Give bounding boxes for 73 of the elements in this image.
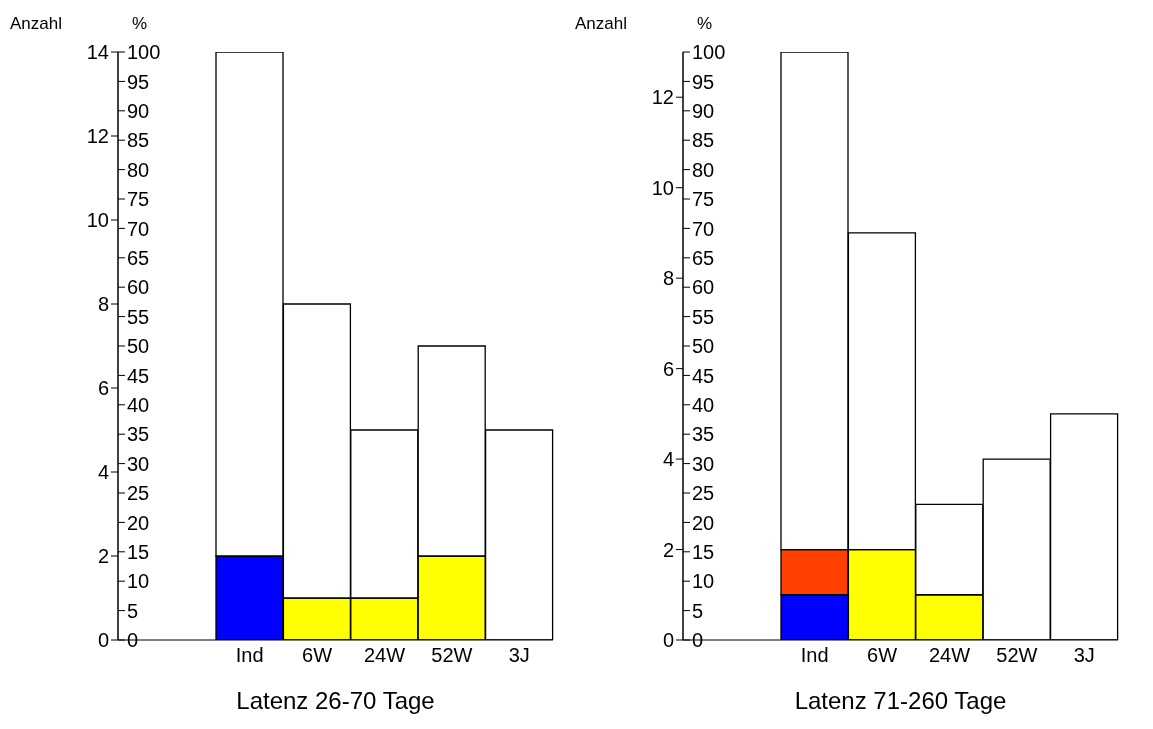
y2-tick-label: 50 bbox=[127, 335, 150, 358]
y-tick-label: 8 bbox=[97, 293, 109, 316]
y2-tick-label: 5 bbox=[127, 599, 139, 622]
x-axis-title: Latenz 26-70 Tage bbox=[236, 687, 435, 714]
y2-tick-label: 50 bbox=[692, 335, 715, 358]
y2-tick-label: 30 bbox=[692, 452, 715, 475]
y2-tick-label: 45 bbox=[127, 364, 150, 387]
x-tick-label: 24W bbox=[363, 644, 406, 667]
x-tick-label: 3J bbox=[1073, 644, 1095, 667]
y-tick-label: 4 bbox=[97, 461, 109, 484]
x-tick-label: 24W bbox=[928, 644, 971, 667]
y2-tick-label: 60 bbox=[692, 276, 715, 299]
y-tick-label: 10 bbox=[86, 209, 109, 232]
y2-tick-label: 70 bbox=[692, 217, 715, 240]
y-tick-label: 6 bbox=[662, 357, 674, 380]
y2-tick-label: 55 bbox=[127, 305, 150, 328]
y2-tick-label: 90 bbox=[692, 99, 715, 122]
y2-tick-label: 25 bbox=[127, 482, 150, 505]
y-tick-label: 6 bbox=[97, 377, 109, 400]
x-tick-label: 6W bbox=[302, 644, 333, 667]
y2-tick-label: 35 bbox=[692, 423, 715, 446]
y-tick-label: 0 bbox=[97, 629, 109, 652]
x-tick-label: Ind bbox=[800, 644, 829, 667]
y2-axis-title: % bbox=[697, 14, 713, 34]
y2-tick-label: 25 bbox=[692, 482, 715, 505]
y2-tick-label: 20 bbox=[127, 511, 150, 534]
y2-tick-label: 70 bbox=[127, 217, 150, 240]
y2-tick-label: 0 bbox=[692, 629, 704, 652]
y-axis-title: Anzahl bbox=[575, 14, 627, 34]
y2-tick-label: 10 bbox=[127, 570, 150, 593]
x-tick-label: Ind bbox=[235, 644, 264, 667]
y-axis-title: Anzahl bbox=[10, 14, 62, 34]
y2-tick-label: 40 bbox=[127, 393, 150, 416]
y2-axis-title: % bbox=[132, 14, 148, 34]
y2-tick-label: 90 bbox=[127, 99, 150, 122]
y-tick-label: 2 bbox=[662, 538, 674, 561]
y2-tick-label: 0 bbox=[127, 629, 139, 652]
y2-tick-label: 5 bbox=[692, 599, 704, 622]
y2-tick-label: 35 bbox=[127, 423, 150, 446]
y2-tick-label: 100 bbox=[692, 41, 726, 64]
y2-tick-label: 80 bbox=[127, 158, 150, 181]
y2-tick-label: 95 bbox=[127, 70, 150, 93]
y2-tick-label: 55 bbox=[692, 305, 715, 328]
x-axis-title: Latenz 71-260 Tage bbox=[794, 687, 1007, 714]
x-tick-label: 52W bbox=[996, 644, 1038, 667]
y2-tick-label: 85 bbox=[127, 129, 150, 152]
y-tick-label: 8 bbox=[662, 267, 674, 290]
y2-tick-label: 10 bbox=[692, 570, 715, 593]
y2-tick-label: 60 bbox=[127, 276, 150, 299]
x-tick-label: 6W bbox=[867, 644, 898, 667]
y2-tick-label: 65 bbox=[692, 246, 715, 269]
y2-tick-label: 100 bbox=[127, 41, 161, 64]
y2-tick-label: 20 bbox=[692, 511, 715, 534]
y-tick-label: 14 bbox=[86, 41, 109, 64]
y2-tick-label: 75 bbox=[127, 188, 150, 211]
y-tick-label: 12 bbox=[86, 125, 109, 148]
y2-tick-label: 15 bbox=[127, 540, 150, 563]
y2-tick-label: 40 bbox=[692, 393, 715, 416]
y-tick-label: 0 bbox=[662, 629, 674, 652]
y-tick-label: 12 bbox=[651, 86, 674, 109]
y2-tick-label: 75 bbox=[692, 188, 715, 211]
y2-tick-label: 85 bbox=[692, 129, 715, 152]
y-tick-label: 10 bbox=[651, 176, 674, 199]
y2-tick-label: 15 bbox=[692, 540, 715, 563]
y-tick-label: 4 bbox=[662, 448, 674, 471]
y2-tick-label: 95 bbox=[692, 70, 715, 93]
y-tick-label: 2 bbox=[97, 545, 109, 568]
y2-tick-label: 45 bbox=[692, 364, 715, 387]
y2-tick-label: 30 bbox=[127, 452, 150, 475]
x-tick-label: 3J bbox=[508, 644, 530, 667]
y2-tick-label: 80 bbox=[692, 158, 715, 181]
x-tick-label: 52W bbox=[431, 644, 473, 667]
y2-tick-label: 65 bbox=[127, 246, 150, 269]
